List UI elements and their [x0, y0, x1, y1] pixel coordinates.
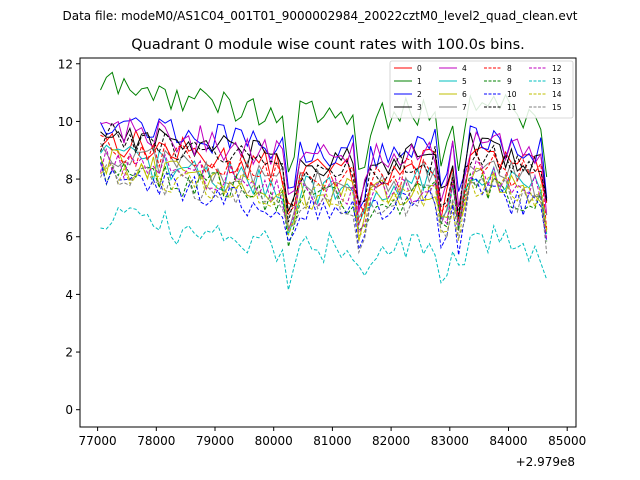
- x-tick-label: 85000: [548, 434, 586, 448]
- legend-label: 3: [417, 103, 422, 112]
- series-line-13: [100, 206, 548, 291]
- chart-title: Quadrant 0 module wise count rates with …: [131, 37, 525, 53]
- series-line-5: [100, 144, 548, 237]
- series-line-11: [100, 121, 548, 223]
- x-tick-label: 82000: [372, 434, 410, 448]
- legend-label: 10: [507, 90, 517, 99]
- legend-item-3[interactable]: 3: [394, 103, 422, 112]
- legend-item-8[interactable]: 8: [484, 64, 512, 73]
- series-line-2: [100, 117, 548, 212]
- series-line-12: [100, 148, 548, 240]
- legend-label: 1: [417, 77, 422, 86]
- legend-item-13[interactable]: 13: [529, 77, 562, 86]
- legend-label: 7: [462, 103, 467, 112]
- legend-label: 8: [507, 64, 512, 73]
- legend-item-6[interactable]: 6: [439, 90, 467, 99]
- plot-area-frame: [79, 57, 577, 428]
- series-line-8: [100, 134, 548, 230]
- legend-item-1[interactable]: 1: [394, 77, 422, 86]
- legend-item-5[interactable]: 5: [439, 77, 467, 86]
- legend-label: 0: [417, 64, 422, 73]
- y-tick-label: 0: [65, 403, 73, 417]
- legend-item-10[interactable]: 10: [484, 90, 517, 99]
- legend-box: [389, 60, 574, 119]
- legend-item-15[interactable]: 15: [529, 103, 562, 112]
- x-tick-label: 83000: [431, 434, 469, 448]
- legend-item-0[interactable]: 0: [394, 64, 422, 73]
- legend-label: 15: [552, 103, 562, 112]
- legend-label: 11: [507, 103, 517, 112]
- x-tick-label: 84000: [489, 434, 527, 448]
- series-line-10: [100, 162, 548, 256]
- legend-label: 9: [507, 77, 512, 86]
- legend-item-2[interactable]: 2: [394, 90, 422, 99]
- legend-label: 6: [462, 90, 467, 99]
- y-tick-label: 10: [58, 115, 73, 129]
- series-layer: [100, 71, 548, 291]
- legend-item-11[interactable]: 11: [484, 103, 517, 112]
- x-tick-label: 80000: [255, 434, 293, 448]
- y-axis: 0 2 4 6 8 10 12: [58, 57, 80, 417]
- series-line-4: [100, 117, 548, 216]
- legend-item-9[interactable]: 9: [484, 77, 512, 86]
- legend-label: 14: [552, 90, 562, 99]
- y-tick-label: 4: [65, 288, 73, 302]
- legend-item-4[interactable]: 4: [439, 64, 467, 73]
- legend-label: 5: [462, 77, 467, 86]
- y-tick-label: 6: [65, 230, 73, 244]
- series-line-3: [100, 126, 548, 220]
- legend-item-14[interactable]: 14: [529, 90, 562, 99]
- legend-label: 13: [552, 77, 562, 86]
- x-axis-offset-label: +2.979e8: [516, 455, 575, 469]
- legend-item-7[interactable]: 7: [439, 103, 467, 112]
- x-tick-label: 81000: [313, 434, 351, 448]
- x-tick-label: 79000: [196, 434, 234, 448]
- y-tick-label: 12: [58, 57, 73, 71]
- x-axis: 77000 78000 79000 80000 81000 82000 83000 84000…: [79, 427, 586, 448]
- legend-label: 12: [552, 64, 562, 73]
- x-tick-label: 78000: [137, 434, 175, 448]
- series-line-14: [100, 161, 548, 241]
- legend-label: 2: [417, 90, 422, 99]
- legend-item-12[interactable]: 12: [529, 64, 562, 73]
- y-tick-label: 2: [65, 346, 73, 360]
- x-tick-label: 77000: [79, 434, 117, 448]
- series-line-15: [100, 162, 548, 255]
- chart-suptitle: Data file: modeM0/AS1C04_001T01_90000029…: [62, 9, 577, 23]
- legend-label: 4: [462, 64, 467, 73]
- y-tick-label: 8: [65, 173, 73, 187]
